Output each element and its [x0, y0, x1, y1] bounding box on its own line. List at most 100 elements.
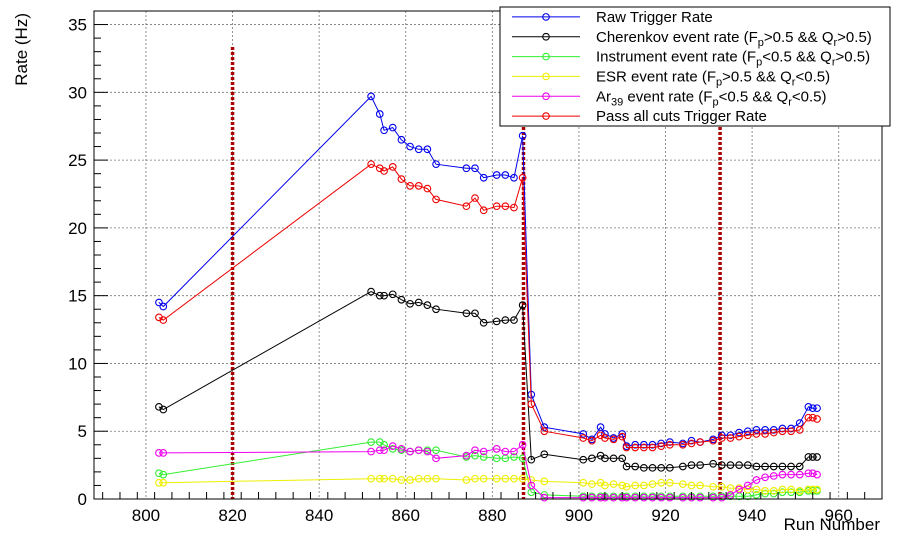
data-point [761, 473, 769, 482]
data-point [787, 488, 795, 497]
data-point [388, 123, 397, 132]
data-point [769, 487, 778, 495]
data-point [640, 463, 648, 472]
data-point [609, 454, 618, 463]
data-point [804, 402, 813, 411]
data-point [367, 287, 375, 296]
data-point [761, 462, 769, 471]
x-tick-label: 940 [738, 506, 766, 525]
data-point [618, 481, 627, 490]
data-point [479, 453, 488, 461]
data-point [743, 431, 752, 440]
x-tick-label: 860 [392, 506, 420, 525]
legend-entry: Raw Trigger Rate [512, 9, 713, 26]
data-point [155, 478, 163, 487]
data-point [588, 493, 596, 502]
data-point [155, 449, 163, 457]
data-point [414, 474, 423, 483]
legend-label: Ar39 event rate (Fp<0.5 && Qr<0.5) [596, 88, 826, 108]
data-point [518, 440, 527, 449]
data-point [665, 440, 674, 449]
data-point [808, 469, 817, 478]
data-point [687, 439, 696, 448]
data-point [795, 426, 804, 434]
data-point [397, 444, 406, 453]
series-3 [155, 474, 821, 495]
data-point [687, 436, 696, 445]
data-point [761, 426, 769, 434]
data-point [501, 316, 510, 324]
data-point [579, 434, 588, 442]
legend-label: ESR event rate (Fp>0.5 && Qr<0.5) [596, 68, 830, 88]
data-point [492, 202, 501, 211]
data-point [761, 487, 769, 495]
data-point [423, 301, 432, 310]
data-point [778, 427, 787, 436]
data-point [778, 470, 787, 479]
data-point [432, 446, 440, 455]
data-point [388, 444, 397, 453]
data-point [462, 309, 471, 318]
data-point [380, 126, 388, 135]
data-point [717, 431, 726, 440]
data-point [696, 493, 705, 502]
data-point [743, 481, 752, 490]
data-point [752, 462, 761, 471]
data-point [588, 454, 596, 463]
data-point [735, 428, 743, 437]
series-line [158, 478, 818, 492]
data-point [414, 182, 423, 190]
data-point [795, 462, 804, 471]
x-tick-label: 960 [825, 506, 853, 525]
data-point [657, 478, 666, 487]
data-point [752, 485, 761, 494]
legend-marker [542, 13, 550, 21]
data-point [380, 167, 388, 175]
data-point [648, 443, 657, 452]
data-point [367, 447, 375, 456]
data-point [479, 474, 488, 483]
data-point [375, 291, 384, 300]
data-point [406, 476, 414, 484]
data-series [155, 92, 821, 502]
data-point [601, 454, 609, 463]
data-point [367, 92, 375, 101]
y-tick-label: 0 [78, 490, 87, 509]
data-point [761, 430, 769, 438]
data-point [631, 443, 640, 452]
data-point [159, 470, 168, 479]
data-point [159, 405, 168, 414]
data-point [579, 493, 588, 502]
data-point [462, 164, 471, 173]
data-point [648, 463, 657, 472]
data-point [510, 474, 518, 483]
series-5 [155, 160, 821, 452]
data-point [471, 309, 479, 318]
data-point [640, 440, 648, 449]
data-point [155, 469, 163, 478]
data-point [787, 485, 795, 494]
data-point [787, 424, 795, 433]
data-point [579, 430, 588, 438]
data-point [709, 459, 717, 468]
data-point [527, 455, 536, 464]
data-point [618, 454, 627, 463]
data-point [752, 491, 761, 499]
data-point [471, 474, 479, 483]
data-point [735, 432, 743, 441]
legend-marker [542, 92, 550, 101]
data-point [648, 480, 657, 488]
data-point [155, 298, 163, 307]
data-point [501, 474, 510, 483]
data-point [813, 453, 821, 461]
data-point [159, 316, 168, 324]
data-point [622, 482, 631, 491]
data-point [479, 447, 488, 456]
data-point [726, 461, 735, 469]
series-4 [155, 440, 821, 502]
data-point [432, 474, 440, 483]
data-point [709, 482, 717, 491]
y-tick-label: 25 [68, 151, 87, 170]
data-point [665, 463, 674, 472]
data-point [631, 481, 640, 490]
